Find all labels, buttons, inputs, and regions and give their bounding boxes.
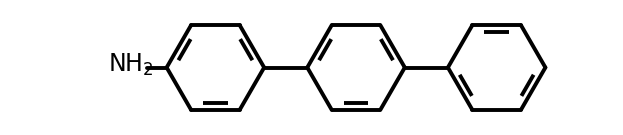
Text: NH$_2$: NH$_2$ xyxy=(108,52,153,78)
